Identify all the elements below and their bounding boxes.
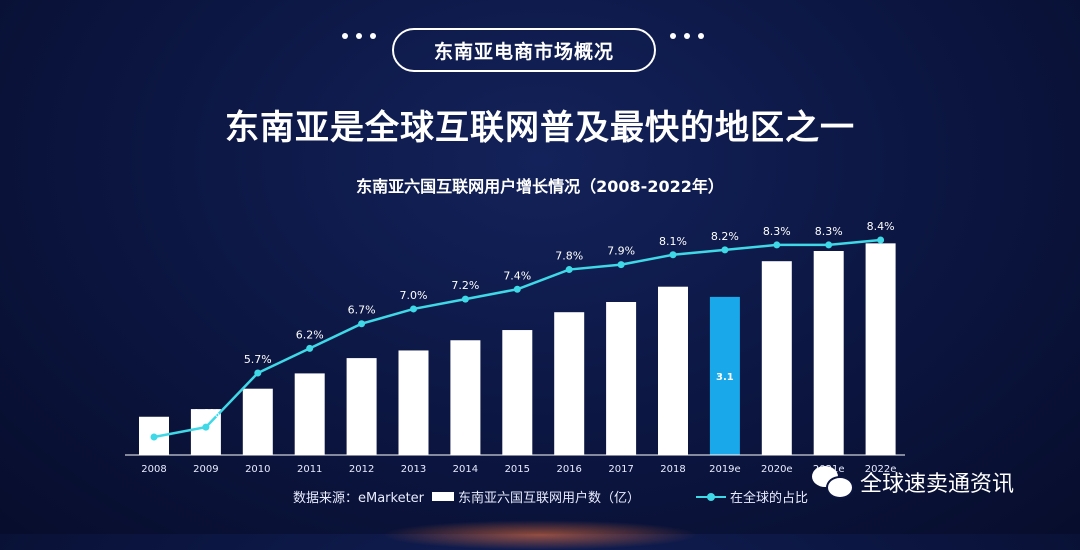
x-tick-label: 2009 bbox=[193, 464, 218, 475]
x-tick-label: 2017 bbox=[608, 464, 633, 475]
decorative-glow bbox=[380, 520, 700, 550]
share-point bbox=[617, 261, 625, 269]
x-tick-label: 2011 bbox=[297, 464, 322, 475]
share-label: 7.2% bbox=[451, 279, 479, 292]
decorative-dots-right bbox=[670, 33, 704, 39]
share-point bbox=[565, 266, 573, 274]
share-point bbox=[825, 241, 833, 249]
share-label: 4.6% bbox=[192, 407, 220, 420]
share-label: 6.7% bbox=[348, 304, 376, 317]
share-label: 8.3% bbox=[763, 225, 791, 238]
bar-2010 bbox=[242, 388, 273, 455]
x-tick-label: 2016 bbox=[556, 464, 581, 475]
share-label: 8.3% bbox=[815, 225, 843, 238]
chart-title: 东南亚六国互联网用户增长情况（2008-2022年） bbox=[356, 177, 724, 196]
bar-2016 bbox=[554, 312, 585, 455]
share-point bbox=[150, 433, 158, 441]
bar-2022e bbox=[865, 243, 896, 455]
share-point bbox=[513, 285, 521, 293]
x-tick-label: 2008 bbox=[141, 464, 166, 475]
page-headline: 东南亚是全球互联网普及最快的地区之一 bbox=[225, 108, 855, 148]
share-label: 5.7% bbox=[244, 353, 272, 366]
share-label: 7.9% bbox=[607, 245, 635, 258]
bar-value-label: 3.1 bbox=[716, 372, 734, 383]
x-tick-label: 2015 bbox=[505, 464, 530, 475]
x-tick-label: 2022e bbox=[865, 464, 897, 475]
share-label: 6.2% bbox=[296, 328, 324, 341]
x-tick-label: 2014 bbox=[453, 464, 478, 475]
share-label: 7.4% bbox=[503, 269, 531, 282]
legend-bar-swatch bbox=[432, 492, 455, 501]
watermark: 全球速卖通资讯 bbox=[812, 466, 1015, 499]
source-label: 数据来源：eMarketer bbox=[293, 491, 425, 506]
legend-bar-label: 东南亚六国互联网用户数（亿） bbox=[458, 491, 641, 506]
bar-2019e bbox=[709, 296, 740, 455]
x-tick-label: 2018 bbox=[660, 464, 685, 475]
x-tick-label: 2013 bbox=[401, 464, 426, 475]
bar-2013 bbox=[398, 350, 429, 455]
x-tick-label: 2020e bbox=[761, 464, 793, 475]
section-badge: 东南亚电商市场概况 bbox=[392, 28, 656, 72]
share-label: 7.0% bbox=[400, 289, 428, 302]
chart-legend: 数据来源：eMarketer 东南亚六国互联网用户数（亿） 在全球的占比 bbox=[293, 487, 808, 506]
share-point bbox=[306, 344, 314, 352]
bar-2012 bbox=[346, 358, 377, 455]
share-point bbox=[202, 423, 210, 431]
share-point bbox=[254, 369, 262, 377]
decorative-dots-left bbox=[342, 33, 376, 39]
bar-2014 bbox=[450, 340, 481, 455]
share-point bbox=[773, 241, 781, 249]
bar-2021e bbox=[813, 251, 844, 455]
share-point bbox=[358, 320, 366, 328]
share-label: 8.4% bbox=[867, 220, 895, 233]
bar-2020e bbox=[761, 261, 792, 455]
bar-2017 bbox=[606, 302, 637, 455]
wechat-icon bbox=[812, 466, 854, 499]
x-tick-label: 2010 bbox=[245, 464, 270, 475]
watermark-label: 全球速卖通资讯 bbox=[860, 472, 1015, 497]
share-point bbox=[410, 305, 417, 313]
section-badge-label: 东南亚电商市场概况 bbox=[433, 40, 614, 63]
share-point bbox=[461, 295, 469, 303]
bar-2018 bbox=[658, 286, 688, 455]
bar-2011 bbox=[294, 373, 325, 455]
share-point bbox=[877, 236, 885, 244]
share-label: 4.4% bbox=[140, 417, 168, 430]
x-tick-label: 2019e bbox=[709, 464, 741, 475]
share-point bbox=[721, 246, 729, 254]
chart-canvas: 3.1 2008 2009 2010 2011 2012 2013 2014 2015 2016… bbox=[140, 220, 897, 475]
x-tick-label: 2012 bbox=[349, 464, 374, 475]
legend-line-swatch bbox=[696, 492, 727, 501]
share-point bbox=[669, 251, 677, 259]
share-label: 7.8% bbox=[555, 250, 583, 263]
share-label: 8.2% bbox=[711, 230, 739, 243]
bar-2015 bbox=[502, 330, 533, 455]
legend-line-label: 在全球的占比 bbox=[730, 491, 809, 506]
share-label: 8.1% bbox=[659, 235, 687, 248]
